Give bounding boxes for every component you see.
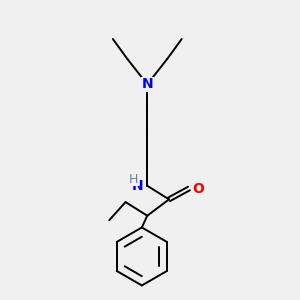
Text: N: N xyxy=(132,179,144,193)
Text: H: H xyxy=(129,173,138,186)
Text: N: N xyxy=(142,77,153,91)
Text: O: O xyxy=(193,182,205,196)
